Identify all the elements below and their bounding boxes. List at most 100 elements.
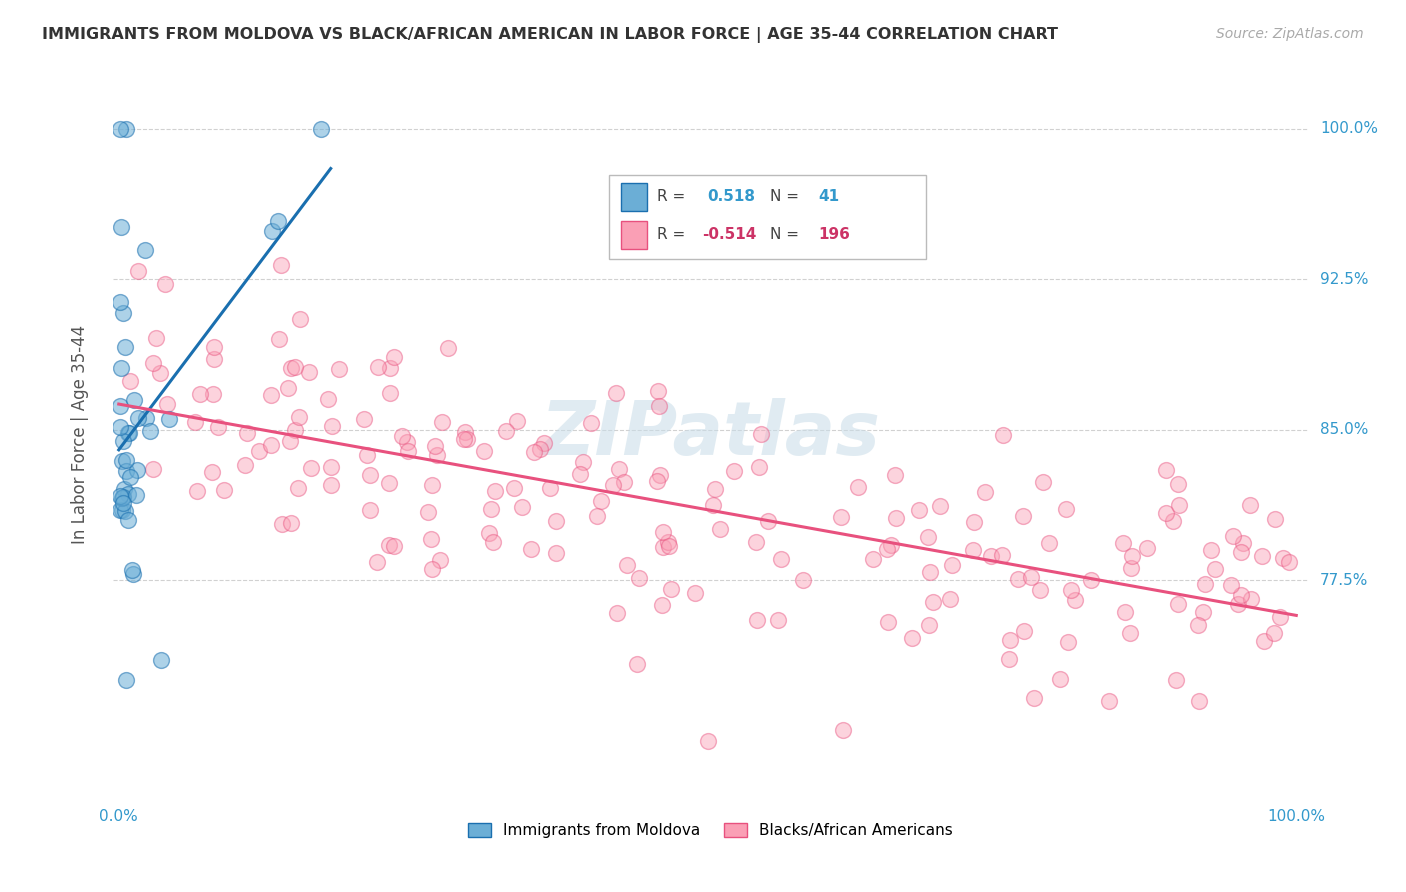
- Point: [125, 462, 148, 476]
- Point: [998, 633, 1021, 648]
- Point: [586, 508, 609, 523]
- Point: [529, 442, 551, 456]
- Point: [659, 582, 682, 596]
- Text: 0.518: 0.518: [707, 189, 755, 204]
- Point: [353, 411, 375, 425]
- Point: [918, 565, 941, 579]
- Point: [287, 481, 309, 495]
- Text: 196: 196: [818, 227, 849, 243]
- Point: [114, 504, 136, 518]
- FancyBboxPatch shape: [609, 175, 925, 259]
- Point: [607, 462, 630, 476]
- Point: [749, 426, 772, 441]
- Point: [356, 448, 378, 462]
- Point: [479, 502, 502, 516]
- Point: [108, 121, 131, 136]
- Point: [1167, 498, 1189, 512]
- Point: [114, 121, 136, 136]
- Point: [111, 454, 134, 468]
- Point: [626, 657, 648, 671]
- Point: [1121, 549, 1143, 563]
- Point: [1060, 583, 1083, 598]
- Point: [1194, 577, 1216, 591]
- Point: [117, 426, 139, 441]
- Point: [247, 444, 270, 458]
- Point: [454, 425, 477, 439]
- Point: [1161, 514, 1184, 528]
- Point: [591, 493, 613, 508]
- Point: [922, 595, 945, 609]
- Point: [1012, 624, 1035, 638]
- Point: [359, 503, 381, 517]
- Point: [683, 585, 706, 599]
- Point: [201, 466, 224, 480]
- Point: [117, 513, 139, 527]
- Point: [391, 428, 413, 442]
- Point: [142, 462, 165, 476]
- Point: [1080, 574, 1102, 588]
- Text: 0.0%: 0.0%: [100, 809, 138, 824]
- Point: [606, 606, 628, 620]
- Point: [901, 631, 924, 645]
- Point: [111, 502, 134, 516]
- Point: [108, 294, 131, 309]
- Point: [1253, 634, 1275, 648]
- Point: [432, 415, 454, 429]
- Point: [941, 558, 963, 572]
- Point: [321, 418, 343, 433]
- Point: [1057, 635, 1080, 649]
- Text: 92.5%: 92.5%: [1320, 272, 1368, 286]
- Point: [108, 399, 131, 413]
- Point: [506, 414, 529, 428]
- Point: [110, 419, 132, 434]
- Point: [1029, 582, 1052, 597]
- Point: [110, 219, 132, 234]
- Point: [1056, 502, 1078, 516]
- Point: [134, 243, 156, 257]
- Point: [202, 386, 225, 401]
- Point: [503, 481, 526, 495]
- Point: [1154, 506, 1177, 520]
- Point: [124, 392, 146, 407]
- Text: 85.0%: 85.0%: [1320, 422, 1368, 437]
- Point: [319, 478, 342, 492]
- Point: [657, 539, 679, 553]
- Point: [112, 496, 135, 510]
- Point: [186, 484, 208, 499]
- Point: [616, 558, 638, 573]
- Point: [1188, 693, 1211, 707]
- Point: [704, 482, 727, 496]
- Point: [288, 409, 311, 424]
- Point: [112, 434, 135, 449]
- Point: [832, 723, 855, 737]
- Text: -0.514: -0.514: [702, 227, 756, 243]
- Point: [367, 360, 389, 375]
- Point: [280, 360, 302, 375]
- Point: [1278, 555, 1301, 569]
- Point: [278, 434, 301, 449]
- Point: [579, 416, 602, 430]
- Point: [918, 618, 941, 632]
- Point: [544, 514, 567, 528]
- Point: [723, 464, 745, 478]
- Point: [1229, 545, 1251, 559]
- Point: [938, 591, 960, 606]
- Point: [156, 396, 179, 410]
- Point: [114, 340, 136, 354]
- Point: [1199, 543, 1222, 558]
- Point: [928, 499, 950, 513]
- Point: [270, 258, 292, 272]
- Point: [1230, 588, 1253, 602]
- Point: [212, 483, 235, 497]
- Point: [613, 475, 636, 489]
- Point: [766, 613, 789, 627]
- Point: [1263, 625, 1285, 640]
- Point: [121, 566, 143, 581]
- Point: [544, 546, 567, 560]
- Point: [917, 530, 939, 544]
- Point: [1167, 477, 1189, 491]
- Point: [880, 538, 903, 552]
- Point: [202, 340, 225, 354]
- Text: N =: N =: [770, 189, 804, 204]
- Point: [533, 435, 555, 450]
